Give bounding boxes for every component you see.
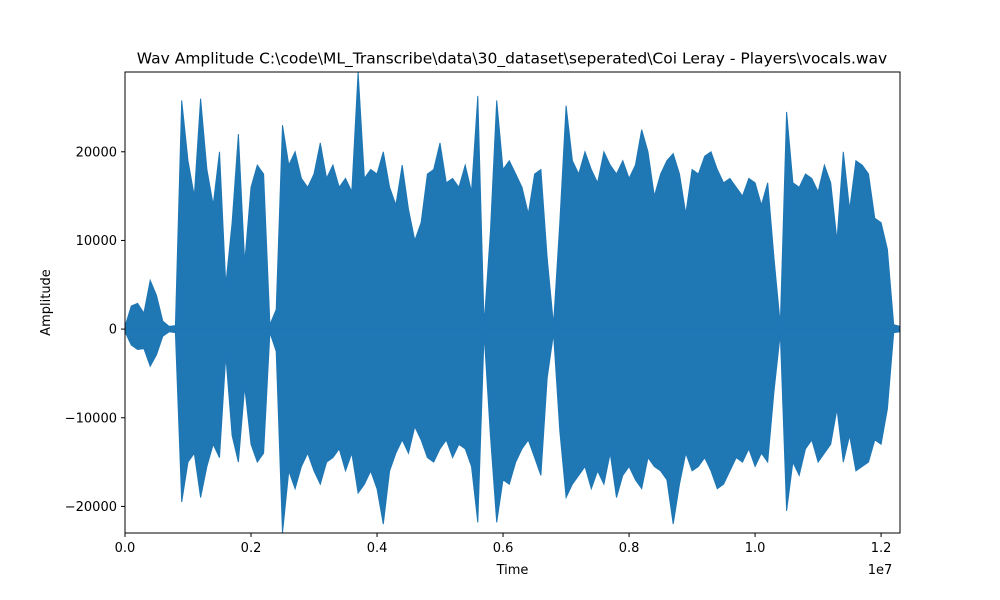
plot-area	[124, 71, 901, 534]
x-tick-label: 0.6	[493, 541, 514, 556]
x-axis-label: Time	[496, 563, 529, 578]
y-tick-label: −20000	[65, 500, 117, 515]
y-tick-label: 10000	[76, 234, 117, 249]
x-tick-label: 1.0	[745, 541, 766, 556]
y-tick-label: −10000	[65, 411, 117, 426]
x-tick-label: 0.2	[241, 541, 262, 556]
y-tick-label: 0	[109, 323, 117, 338]
chart-title: Wav Amplitude C:\code\ML_Transcribe\data…	[137, 50, 887, 69]
x-tick-label: 0.8	[619, 541, 640, 556]
y-axis-label: Amplitude	[39, 269, 54, 336]
x-tick-label: 1.2	[871, 541, 892, 556]
axes-frame	[124, 71, 901, 534]
x-axis: 0.0 0.2 0.4 0.6 0.8 1.0 1.2	[115, 533, 892, 556]
x-tick-label: 0.0	[115, 541, 136, 556]
x-tick-label: 0.4	[367, 541, 388, 556]
y-axis: −20000 −10000 0 10000 20000	[65, 145, 125, 515]
y-tick-label: 20000	[76, 145, 117, 160]
x-axis-offset-label: 1e7	[868, 563, 893, 578]
